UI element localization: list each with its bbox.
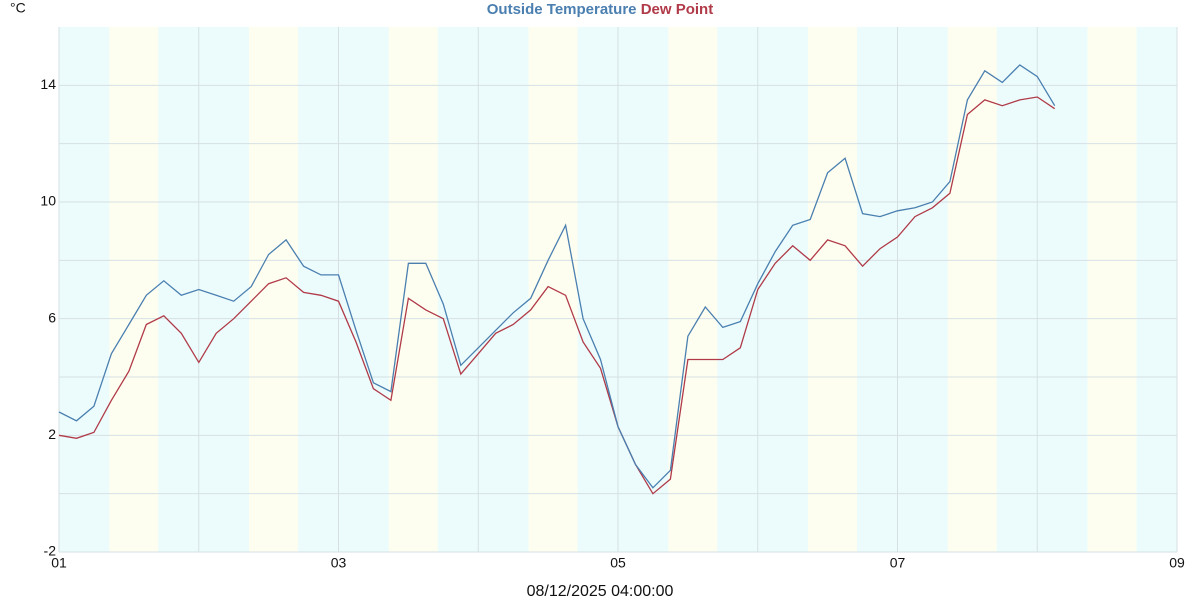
chart-title: Outside Temperature Dew Point — [487, 1, 713, 18]
x-tick-label: 09 — [1169, 555, 1185, 571]
x-tick-label: 07 — [890, 555, 906, 571]
day-band — [1087, 27, 1137, 552]
y-tick-label: 6 — [48, 309, 56, 325]
x-axis-label: 08/12/2025 04:00:00 — [527, 583, 674, 600]
legend-entry: Outside Temperature — [487, 1, 637, 18]
x-tick-label: 05 — [610, 555, 626, 571]
y-tick-label: 2 — [48, 426, 56, 442]
day-band — [808, 27, 857, 552]
series-line — [58, 96, 1056, 495]
day-band — [947, 27, 997, 552]
y-tick-label: 10 — [40, 193, 56, 209]
y-tick-label: 14 — [40, 76, 56, 92]
day-band — [388, 27, 438, 552]
y-tick-label: -2 — [44, 543, 57, 559]
y-axis-label: °C — [10, 0, 26, 16]
day-band — [249, 27, 298, 552]
legend-entry: Dew Point — [641, 1, 714, 18]
x-tick-label: 01 — [51, 555, 67, 571]
day-band — [668, 27, 718, 552]
series-line — [58, 64, 1056, 489]
x-tick-label: 03 — [331, 555, 347, 571]
day-band — [109, 27, 159, 552]
